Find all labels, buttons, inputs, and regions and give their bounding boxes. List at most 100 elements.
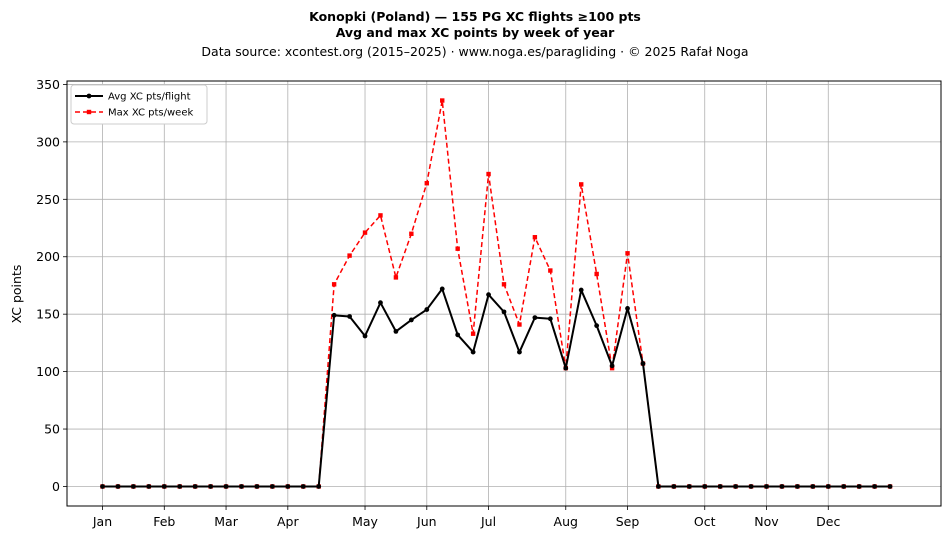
data-point bbox=[347, 253, 352, 258]
x-tick-label: Oct bbox=[694, 514, 716, 529]
data-point bbox=[100, 484, 105, 489]
series-1 bbox=[100, 98, 893, 489]
x-tick-label: Dec bbox=[816, 514, 840, 529]
data-point bbox=[331, 312, 337, 318]
y-tick-label: 150 bbox=[36, 307, 60, 322]
data-point bbox=[825, 484, 831, 489]
x-tick-label: Sep bbox=[616, 514, 640, 529]
data-point bbox=[532, 235, 538, 240]
data-point bbox=[486, 292, 491, 298]
data-point bbox=[656, 484, 661, 489]
data-point bbox=[316, 484, 322, 489]
y-tick-label: 50 bbox=[44, 422, 60, 437]
data-point bbox=[779, 484, 785, 489]
data-point bbox=[532, 315, 538, 321]
legend: Avg XC pts/flight Max XC pts/week bbox=[70, 84, 208, 125]
x-tick-label: Aug bbox=[554, 514, 578, 529]
data-point bbox=[362, 230, 368, 235]
data-point bbox=[764, 484, 769, 489]
data-point bbox=[470, 349, 476, 355]
data-point bbox=[409, 231, 414, 236]
data-point bbox=[208, 484, 214, 489]
data-point bbox=[362, 333, 368, 339]
x-tick-label: Apr bbox=[277, 514, 299, 529]
data-point bbox=[702, 484, 708, 489]
data-point bbox=[223, 484, 229, 489]
data-point bbox=[146, 484, 152, 489]
data-point bbox=[872, 484, 878, 489]
legend-max-label: Max XC pts/week bbox=[108, 108, 193, 119]
grid bbox=[67, 81, 941, 506]
data-point bbox=[671, 484, 677, 489]
data-point bbox=[393, 329, 399, 334]
data-point bbox=[486, 171, 491, 177]
x-tick-label: Jan bbox=[92, 514, 112, 529]
legend-max-marker bbox=[86, 109, 92, 115]
y-tick-label: 250 bbox=[36, 192, 60, 207]
x-tick-label: Nov bbox=[754, 514, 779, 529]
data-point bbox=[686, 484, 692, 489]
data-point bbox=[254, 484, 260, 489]
data-point bbox=[424, 307, 430, 312]
ticks: 0 50 100 150 200 250 300 350 Jan Feb Mar Apr May Jun J… bbox=[36, 77, 840, 529]
data-point bbox=[733, 484, 739, 489]
data-point bbox=[794, 484, 800, 489]
data-point bbox=[579, 182, 584, 187]
data-point bbox=[161, 484, 167, 489]
data-point bbox=[300, 484, 306, 489]
chart-source: Data source: xcontest.org (2015–2025) · … bbox=[201, 44, 748, 59]
data-point bbox=[269, 484, 275, 489]
plot-frame bbox=[66, 80, 942, 507]
data-point bbox=[115, 484, 121, 489]
data-point bbox=[717, 484, 723, 489]
y-axis-label: XC points bbox=[9, 265, 24, 324]
data-point bbox=[640, 361, 646, 366]
data-point bbox=[625, 251, 630, 256]
data-point bbox=[609, 363, 615, 369]
y-tick-label: 350 bbox=[36, 77, 60, 92]
data-point bbox=[841, 484, 847, 489]
data-point bbox=[378, 300, 383, 306]
x-tick-label: Jul bbox=[480, 514, 496, 529]
data-point bbox=[563, 365, 569, 371]
legend-avg-label: Avg XC pts/flight bbox=[108, 92, 191, 103]
data-point bbox=[439, 286, 445, 292]
data-point bbox=[440, 98, 445, 103]
x-tick-label: Jun bbox=[416, 514, 437, 529]
data-point bbox=[331, 282, 337, 287]
data-point bbox=[130, 484, 136, 489]
x-tick-label: Mar bbox=[214, 514, 238, 529]
chart-title: Konopki (Poland) — 155 PG XC flights ≥10… bbox=[309, 9, 641, 24]
data-point bbox=[547, 316, 553, 322]
data-point bbox=[517, 349, 522, 355]
y-tick-label: 100 bbox=[36, 364, 60, 379]
data-point bbox=[192, 484, 198, 489]
data-point bbox=[594, 323, 600, 329]
series-line bbox=[102, 99, 891, 488]
chart-subtitle: Avg and max XC points by week of year bbox=[336, 25, 615, 40]
x-tick-label: May bbox=[352, 514, 378, 529]
data-point bbox=[810, 484, 816, 489]
series-0 bbox=[100, 286, 893, 489]
series-layer bbox=[100, 98, 893, 489]
data-point bbox=[501, 309, 507, 315]
data-point bbox=[393, 275, 399, 280]
data-point bbox=[408, 317, 414, 323]
data-point bbox=[347, 314, 352, 319]
legend-avg-marker bbox=[86, 93, 92, 99]
legend-box bbox=[70, 84, 208, 125]
data-point bbox=[578, 287, 584, 293]
y-tick-label: 300 bbox=[36, 134, 60, 149]
data-point bbox=[748, 484, 754, 489]
data-point bbox=[594, 271, 599, 277]
data-point bbox=[239, 484, 244, 489]
y-tick-label: 0 bbox=[52, 479, 60, 494]
data-point bbox=[470, 331, 476, 336]
x-tick-label: Feb bbox=[153, 514, 175, 529]
data-point bbox=[625, 306, 630, 311]
data-point bbox=[501, 282, 507, 287]
data-point bbox=[285, 484, 291, 489]
data-point bbox=[455, 332, 461, 338]
data-point bbox=[856, 484, 862, 489]
